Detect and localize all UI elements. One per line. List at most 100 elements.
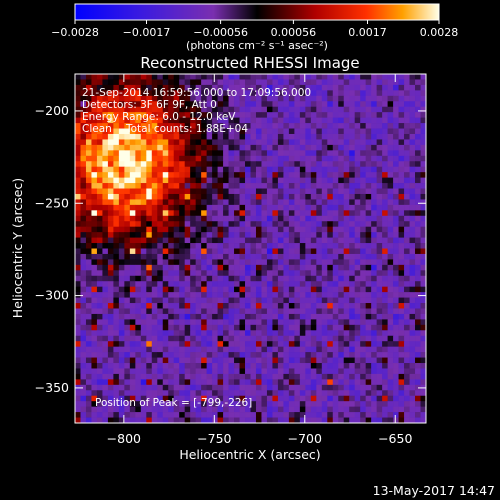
heatmap-cell (113, 101, 120, 108)
heatmap-cell (245, 303, 251, 309)
heatmap-cell (398, 221, 405, 228)
heatmap-cell (288, 319, 295, 326)
heatmap-cell (212, 319, 218, 326)
heatmap-cell (245, 84, 251, 91)
heatmap-cell (102, 292, 109, 298)
heatmap-cell (195, 112, 202, 118)
heatmap-cell (184, 390, 191, 397)
heatmap-cell (321, 188, 328, 195)
heatmap-cell (299, 79, 306, 86)
heatmap-cell (382, 253, 388, 260)
heatmap-cell (266, 373, 273, 380)
heatmap-cell (206, 106, 213, 113)
heatmap-cell (179, 204, 186, 211)
heatmap-cell (195, 417, 202, 423)
heatmap-cell (179, 248, 186, 255)
heatmap-cell (393, 297, 399, 304)
heatmap-cell (195, 259, 202, 266)
heatmap-cell (404, 210, 410, 217)
heatmap-cell (179, 379, 186, 386)
heatmap-cell (283, 226, 290, 233)
heatmap-cell (420, 237, 426, 244)
heatmap-cell (173, 275, 180, 282)
heatmap-cell (415, 292, 421, 298)
heatmap-cell (118, 357, 125, 364)
heatmap-cell (272, 95, 279, 102)
heatmap-cell (173, 270, 180, 277)
heatmap-cell (195, 412, 202, 418)
heatmap-cell (316, 368, 323, 375)
heatmap-cell (146, 112, 153, 118)
heatmap-cell (272, 155, 279, 162)
heatmap-cell (294, 166, 301, 173)
heatmap-cell (228, 357, 235, 364)
heatmap-cell (162, 221, 169, 228)
heatmap-cell (91, 188, 98, 195)
heatmap-cell (80, 390, 87, 397)
heatmap-cell (316, 183, 323, 189)
heatmap-cell (223, 275, 229, 282)
heatmap-cell (96, 259, 103, 266)
heatmap-cell (255, 150, 262, 157)
heatmap-cell (266, 204, 273, 211)
heatmap-cell (294, 297, 301, 304)
heatmap-cell (299, 90, 306, 97)
heatmap-cell (223, 248, 229, 255)
heatmap-cell (168, 248, 175, 255)
heatmap-cell (245, 346, 251, 353)
heatmap-cell (305, 155, 312, 162)
heatmap-cell (129, 412, 136, 418)
heatmap-cell (118, 390, 125, 397)
heatmap-cell (294, 253, 301, 260)
heatmap-cell (255, 221, 262, 228)
heatmap-cell (96, 237, 103, 244)
heatmap-cell (140, 401, 147, 407)
heatmap-cell (393, 112, 399, 118)
heatmap-cell (371, 248, 377, 255)
heatmap-cell (343, 384, 350, 391)
heatmap-cell (398, 303, 405, 309)
heatmap-cell (299, 243, 306, 249)
heatmap-cell (96, 292, 103, 298)
heatmap-cell (288, 128, 295, 135)
heatmap-cell (107, 406, 114, 413)
heatmap-cell (217, 270, 224, 277)
y-tick-label: −300 (35, 288, 69, 303)
heatmap-cell (184, 417, 191, 423)
heatmap-cell (234, 215, 240, 222)
heatmap-cell (162, 226, 169, 233)
heatmap-cell (360, 324, 367, 331)
heatmap-cell (228, 248, 235, 255)
heatmap-cell (140, 270, 147, 277)
heatmap-cell (404, 313, 410, 320)
heatmap-cell (288, 395, 295, 402)
heatmap-cell (294, 79, 301, 86)
heatmap-cell (261, 188, 268, 195)
heatmap-cell (283, 390, 290, 397)
heatmap-cell (343, 319, 350, 326)
heatmap-cell (179, 330, 186, 337)
heatmap-cell (266, 221, 273, 228)
heatmap-cell (365, 210, 372, 217)
heatmap-cell (365, 330, 372, 337)
heatmap-cell (212, 221, 218, 228)
heatmap-cell (316, 292, 323, 298)
heatmap-cell (113, 84, 120, 91)
heatmap-cell (102, 264, 109, 271)
heatmap-cell (288, 417, 295, 423)
heatmap-cell (376, 215, 383, 222)
heatmap-cell (124, 384, 131, 391)
heatmap-cell (75, 363, 81, 369)
heatmap-cell (124, 352, 131, 358)
heatmap-cell (305, 330, 312, 337)
heatmap-cell (157, 346, 164, 353)
heatmap-cell (151, 395, 158, 402)
heatmap-cell (113, 79, 120, 86)
heatmap-cell (140, 177, 147, 184)
heatmap-cell (321, 417, 328, 423)
heatmap-cell (332, 128, 339, 135)
heatmap-cell (349, 352, 356, 358)
heatmap-cell (129, 95, 136, 102)
heatmap-cell (201, 123, 207, 129)
heatmap-cell (310, 106, 317, 113)
